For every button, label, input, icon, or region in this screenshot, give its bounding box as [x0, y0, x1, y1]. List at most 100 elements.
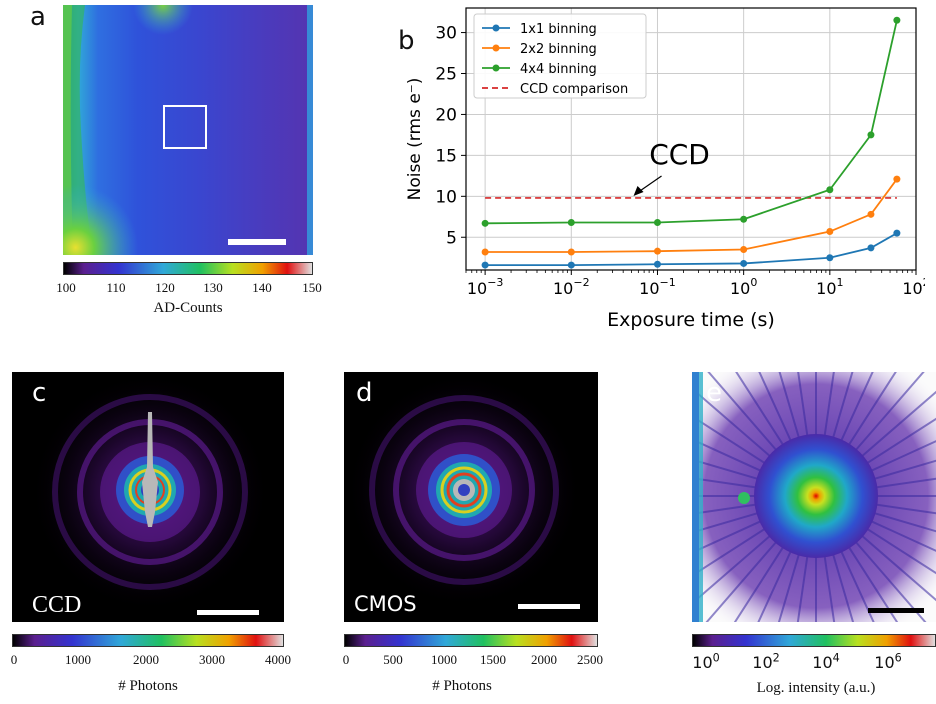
- colorbar-e-label: Log. intensity (a.u.): [756, 680, 876, 696]
- x-tick-label: 10−1: [639, 276, 676, 298]
- data-point: [481, 219, 489, 227]
- colorbar-d-tick: 2000: [531, 652, 557, 667]
- diffraction-ray: [875, 503, 936, 515]
- scale-bar: [518, 604, 580, 609]
- data-point: [826, 254, 834, 262]
- colorbar-a-label: AD-Counts: [153, 300, 223, 316]
- detector-label-ccd: CCD: [32, 592, 82, 618]
- data-point: [867, 244, 875, 252]
- panel-letter-e: e: [706, 378, 722, 408]
- y-tick-label: 30: [435, 24, 457, 44]
- colorbar-a-tick: 140: [252, 280, 272, 295]
- colorbar-a-tick: 100: [56, 280, 76, 295]
- colorbar-a-tick: 110: [106, 280, 126, 295]
- annotation-ccd-text: CCD: [649, 138, 710, 171]
- data-point: [653, 219, 661, 227]
- colorbar-a: [63, 262, 313, 275]
- saturated-blooming-streak: [142, 412, 158, 527]
- legend-marker: [492, 64, 500, 72]
- diffraction-ray: [735, 372, 785, 447]
- data-point: [481, 248, 489, 256]
- data-point: [567, 248, 575, 256]
- data-point: [567, 219, 575, 227]
- colorbar-e-tick: 102: [752, 652, 779, 672]
- colorbar-a-tick: 120: [155, 280, 175, 295]
- x-axis-label: Exposure time (s): [607, 309, 775, 331]
- colorbar-c: [12, 634, 284, 647]
- diffraction-ray: [870, 440, 936, 472]
- x-tick-label: 101: [816, 276, 843, 298]
- annotation-arrow-head: [633, 185, 644, 196]
- colorbar-c-tick: 0: [10, 652, 18, 667]
- cmos-diffraction-svg: [344, 372, 598, 622]
- colorbar-e-tick: 100: [692, 652, 719, 672]
- diffraction-ray: [758, 372, 792, 442]
- legend-label: 2x2 binning: [520, 42, 597, 57]
- diffraction-ray: [860, 534, 936, 602]
- x-tick-label: 10−2: [553, 276, 590, 298]
- colorbar-a-tick: 150: [302, 280, 322, 295]
- colorbar-c-tick: 3000: [199, 652, 225, 667]
- ccd-diffraction-image: [12, 372, 284, 622]
- x-tick-label: 102: [902, 276, 925, 298]
- diffraction-ray: [865, 417, 936, 465]
- diffraction-ray: [823, 372, 835, 437]
- panel-letter-a: a: [30, 2, 46, 32]
- colorbar-d-tick: 2500: [577, 652, 603, 667]
- data-point: [740, 215, 748, 223]
- diffraction-ray: [860, 390, 936, 458]
- y-axis-label: Noise (rms e⁻): [405, 78, 425, 201]
- diffraction-ray: [797, 372, 809, 437]
- diffraction-ray: [854, 540, 927, 622]
- tick-e-0: 100: [692, 652, 720, 673]
- data-point: [893, 16, 901, 24]
- scale-bar: [197, 610, 259, 615]
- plot-frame: [465, 7, 917, 271]
- panel-letter-c: c: [32, 378, 47, 408]
- diffraction-ray: [796, 555, 809, 622]
- tick-e-2: 104: [812, 652, 840, 673]
- colorbar-d-label: # Photons: [432, 678, 492, 694]
- diffraction-ray: [778, 372, 801, 439]
- colorbar-c-tick: 4000: [265, 652, 291, 667]
- y-tick-label: 10: [435, 187, 457, 207]
- diffraction-ray: [692, 415, 767, 465]
- log-intensity-svg: [692, 372, 936, 622]
- region-of-interest-box: [163, 105, 207, 149]
- diffraction-ray: [733, 545, 785, 622]
- cmos-diffraction-image: [344, 372, 598, 622]
- y-tick-label: 20: [435, 105, 457, 125]
- data-point: [481, 261, 489, 269]
- legend-label: 4x4 binning: [520, 62, 597, 77]
- colorbar-d-tick: 1500: [480, 652, 506, 667]
- dark-frame-svg: [63, 5, 313, 255]
- detector-dark-frame-image: [63, 5, 313, 255]
- panel-letter-d: d: [356, 378, 373, 408]
- data-point: [740, 246, 748, 254]
- diffraction-ray: [705, 540, 778, 622]
- panel-letter-b: b: [398, 26, 415, 56]
- legend-label: CCD comparison: [520, 82, 628, 97]
- y-tick-label: 25: [435, 65, 457, 85]
- diffraction-ray: [777, 553, 801, 622]
- data-point: [826, 186, 834, 194]
- ccd-diffraction-svg: [12, 372, 284, 622]
- series-line: [485, 232, 898, 266]
- data-point: [867, 210, 875, 218]
- diffraction-ray: [831, 553, 855, 622]
- diffraction-ray: [692, 534, 772, 605]
- tick-e-1: 102: [752, 652, 780, 673]
- data-point: [653, 260, 661, 268]
- colorbar-e-tick: 106: [874, 652, 901, 672]
- colorbar-c-tick: 2000: [133, 652, 159, 667]
- diffraction-ray: [847, 545, 899, 622]
- diffraction-ray: [707, 372, 778, 452]
- diffraction-ray: [757, 550, 792, 622]
- data-point: [653, 247, 661, 255]
- diffraction-ray: [692, 387, 772, 458]
- tick-e-3: 106: [874, 652, 902, 673]
- diffraction-ray: [692, 527, 767, 577]
- diffraction-ray: [840, 550, 875, 622]
- colorbar-d-tick: 1000: [431, 652, 457, 667]
- diffraction-ray: [847, 372, 897, 447]
